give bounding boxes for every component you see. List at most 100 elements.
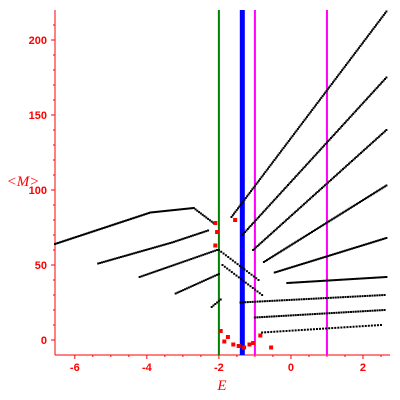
data-point (381, 276, 384, 279)
data-point (220, 250, 223, 253)
data-point (306, 200, 309, 203)
data-point (76, 235, 79, 238)
data-point (342, 67, 345, 70)
data-point (338, 72, 341, 75)
data-point (327, 296, 330, 299)
data-point (222, 252, 225, 255)
data-point (99, 261, 102, 264)
data-point (373, 26, 376, 29)
data-point (351, 247, 354, 250)
data-point (316, 191, 319, 194)
data-point (70, 237, 73, 240)
highlight-point (269, 345, 274, 350)
data-point (258, 292, 261, 295)
data-point (250, 190, 253, 193)
data-point (379, 276, 382, 279)
data-point (329, 137, 332, 140)
data-point (270, 256, 273, 259)
data-point (364, 324, 367, 327)
data-point (313, 313, 316, 316)
data-point (316, 312, 319, 315)
data-point (318, 312, 321, 315)
data-point (314, 229, 317, 232)
data-point (244, 230, 247, 233)
highlight-point (213, 221, 218, 225)
data-point (305, 115, 308, 118)
data-point (328, 312, 331, 315)
highlight-point (222, 339, 227, 344)
data-point (217, 300, 220, 302)
highlight-point (236, 344, 241, 348)
data-point (138, 215, 141, 218)
data-point (276, 252, 279, 255)
data-point (359, 277, 362, 280)
data-point (307, 232, 310, 235)
data-point (289, 215, 292, 218)
data-point (63, 239, 66, 242)
data-point (385, 184, 388, 187)
data-point (375, 240, 378, 243)
data-point (300, 205, 303, 208)
data-point (66, 238, 69, 241)
data-point (280, 223, 283, 226)
data-point (196, 255, 199, 258)
data-point (135, 251, 138, 254)
data-point (303, 119, 306, 122)
data-point (301, 236, 304, 239)
data-point (60, 240, 63, 243)
data-point (288, 329, 291, 332)
data-point (123, 220, 126, 223)
data-point (166, 266, 169, 269)
data-point (216, 273, 219, 276)
data-point (240, 202, 243, 205)
data-point (356, 108, 359, 111)
data-point (367, 145, 370, 148)
data-point (330, 312, 333, 315)
data-point (273, 230, 276, 233)
data-point (376, 294, 379, 297)
data-point (310, 230, 313, 233)
data-point (303, 328, 306, 331)
data-point (158, 269, 161, 272)
data-point (319, 327, 322, 330)
data-point (364, 38, 367, 41)
data-point (345, 209, 348, 212)
data-point (307, 199, 310, 202)
data-point (127, 253, 130, 256)
data-point (383, 130, 386, 133)
data-point (117, 222, 120, 225)
data-point (335, 252, 338, 255)
data-point (272, 255, 275, 258)
data-point (349, 248, 352, 251)
data-point (296, 264, 299, 267)
data-point (307, 114, 310, 117)
data-point (371, 29, 374, 32)
data-point (204, 278, 207, 281)
data-point (259, 178, 262, 181)
data-point (270, 232, 273, 235)
data-point (312, 230, 315, 233)
data-point (376, 309, 379, 312)
data-point (295, 281, 298, 284)
data-point (332, 134, 335, 137)
data-point (316, 258, 319, 261)
data-point (380, 238, 383, 241)
data-point (349, 325, 352, 328)
data-point (299, 263, 302, 266)
data-point (142, 274, 145, 277)
data-point (208, 251, 211, 254)
data-point (294, 329, 297, 332)
data-point (152, 271, 155, 274)
data-point (131, 217, 134, 220)
data-point (367, 96, 370, 99)
data-point (87, 231, 90, 234)
data-point (192, 207, 195, 209)
data-point (315, 328, 318, 331)
data-point (89, 231, 92, 234)
data-point (376, 276, 379, 279)
data-point (188, 258, 191, 261)
data-point (276, 227, 279, 230)
data-point (352, 278, 355, 280)
data-point (253, 316, 256, 319)
data-point (304, 280, 307, 283)
